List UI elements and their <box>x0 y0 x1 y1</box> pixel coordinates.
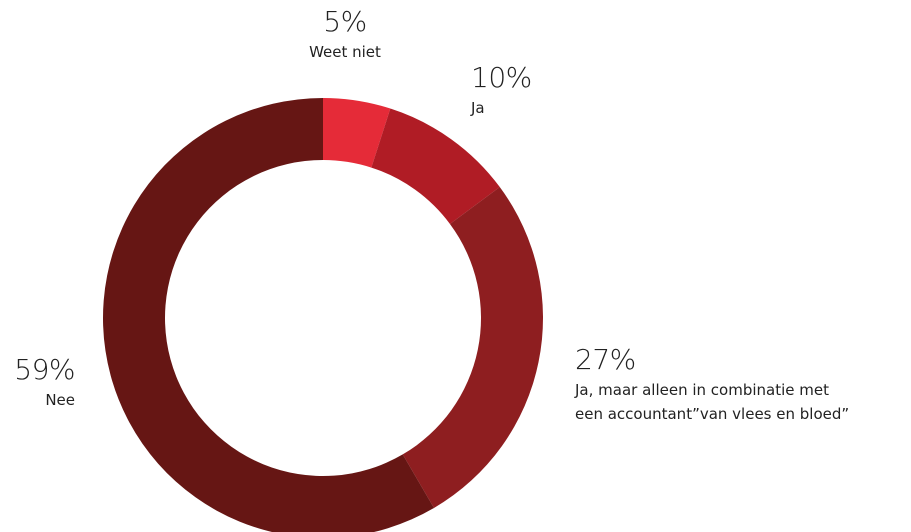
category-label: Nee <box>45 391 75 409</box>
donut-slice <box>402 187 543 508</box>
value-label: 59% <box>14 353 75 386</box>
category-label: Ja <box>471 99 485 117</box>
category-label: Ja, maar alleen in combinatie met een ac… <box>575 381 850 423</box>
value-label: 27% <box>575 343 636 376</box>
value-label: 10% <box>471 61 532 94</box>
donut-slice <box>371 108 500 224</box>
donut-slice <box>103 98 434 532</box>
donut-slice <box>323 98 391 168</box>
value-label: 5% <box>323 5 367 38</box>
category-label: Weet niet <box>309 43 381 61</box>
